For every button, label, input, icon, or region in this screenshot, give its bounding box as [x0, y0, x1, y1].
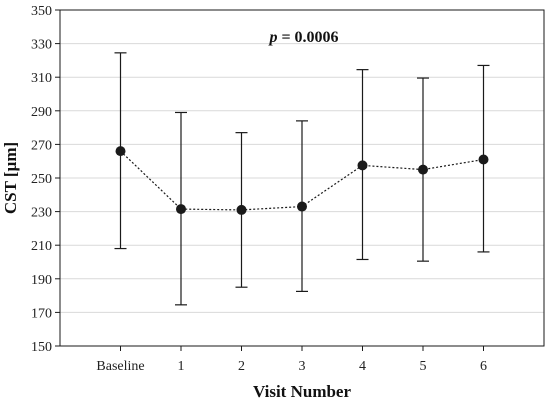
x-axis-title: Visit Number	[253, 382, 352, 401]
data-point	[478, 154, 489, 165]
y-tick-label: 330	[31, 38, 52, 53]
data-point	[236, 204, 247, 215]
error-bars	[114, 52, 490, 306]
y-axis-title: CST [µm]	[1, 142, 20, 214]
x-tick-label: 5	[420, 359, 427, 374]
data-point	[297, 201, 307, 212]
p-value: = 0.0006	[277, 29, 338, 46]
x-tick-label: Baseline	[96, 359, 144, 374]
y-tick-label: 250	[31, 172, 52, 187]
y-tick-label: 190	[31, 273, 52, 288]
data-point	[176, 204, 186, 215]
y-tick-label: 350	[31, 4, 52, 19]
data-points	[115, 146, 489, 215]
data-point	[357, 160, 368, 171]
x-tick-label: 2	[238, 359, 245, 374]
x-tick-label: 1	[178, 359, 185, 374]
x-tick-label: 3	[299, 359, 306, 374]
data-point	[115, 146, 126, 157]
y-tick-label: 290	[31, 105, 52, 120]
x-tick-label: 4	[359, 359, 366, 374]
y-tick-label: 210	[31, 239, 52, 254]
data-point	[418, 164, 428, 175]
y-tick-label: 230	[31, 206, 52, 221]
y-tick-label: 270	[31, 138, 52, 153]
x-tick-label: 6	[480, 359, 487, 374]
y-tick-label: 150	[31, 340, 52, 355]
y-tick-label: 310	[31, 71, 52, 86]
p-symbol: p	[267, 29, 277, 46]
y-axis-ticks: 150 170 190 210 230 250 270 290 310 330 350	[31, 4, 60, 355]
x-axis-ticks: Baseline 1 2 3 4 5 6	[96, 346, 487, 374]
y-tick-label: 170	[31, 306, 52, 321]
p-value-annotation: p = 0.0006	[267, 29, 338, 46]
